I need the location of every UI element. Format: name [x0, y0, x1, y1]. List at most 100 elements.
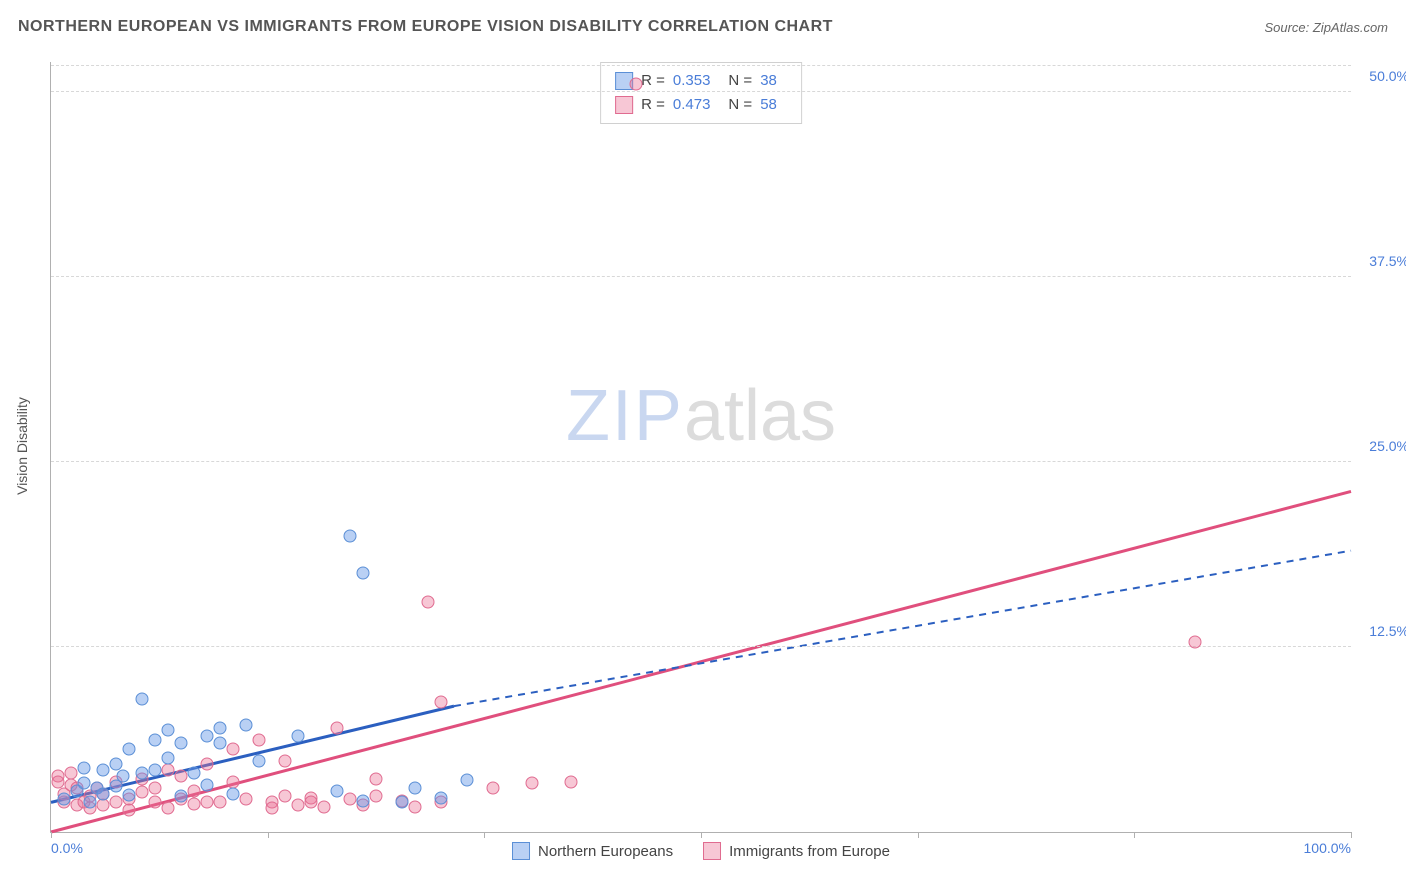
scatter-point-blue	[344, 529, 357, 542]
scatter-point-blue	[227, 787, 240, 800]
grid-line	[51, 65, 1351, 66]
scatter-point-blue	[214, 737, 227, 750]
legend-label: Immigrants from Europe	[729, 843, 890, 860]
scatter-point-blue	[97, 763, 110, 776]
stat-n-value: 58	[760, 93, 777, 117]
scatter-point-pink	[110, 796, 123, 809]
stat-n-value: 38	[760, 69, 777, 93]
scatter-point-pink	[240, 793, 253, 806]
stat-r-value: 0.353	[673, 69, 711, 93]
scatter-point-blue	[461, 774, 474, 787]
x-tick-label: 0.0%	[51, 840, 83, 856]
scatter-point-blue	[357, 566, 370, 579]
x-tick	[701, 832, 702, 838]
scatter-point-pink	[526, 777, 539, 790]
scatter-point-blue	[331, 784, 344, 797]
scatter-point-pink	[253, 734, 266, 747]
scatter-point-pink	[266, 802, 279, 815]
trend-line	[51, 491, 1351, 832]
scatter-point-blue	[253, 754, 266, 767]
scatter-point-pink	[162, 763, 175, 776]
y-axis-title: Vision Disability	[14, 397, 30, 495]
scatter-point-pink	[630, 78, 643, 91]
scatter-point-blue	[77, 762, 90, 775]
scatter-point-blue	[162, 751, 175, 764]
source-label: Source: ZipAtlas.com	[1264, 20, 1388, 35]
stat-r-value: 0.473	[673, 93, 711, 117]
legend-label: Northern Europeans	[538, 843, 673, 860]
y-tick-label: 25.0%	[1359, 438, 1406, 454]
stat-n-label: N =	[728, 69, 752, 93]
swatch-pink	[615, 96, 633, 114]
scatter-point-pink	[370, 772, 383, 785]
scatter-point-blue	[201, 729, 214, 742]
scatter-point-pink	[201, 757, 214, 770]
scatter-point-pink	[136, 786, 149, 799]
scatter-point-blue	[123, 788, 136, 801]
grid-line	[51, 461, 1351, 462]
scatter-point-blue	[175, 737, 188, 750]
scatter-point-blue	[116, 769, 129, 782]
scatter-point-blue	[149, 763, 162, 776]
x-tick	[918, 832, 919, 838]
scatter-point-blue	[175, 790, 188, 803]
y-tick-label: 12.5%	[1359, 623, 1406, 639]
scatter-point-blue	[58, 793, 71, 806]
scatter-point-pink	[279, 754, 292, 767]
stat-n-label: N =	[728, 93, 752, 117]
scatter-point-blue	[240, 719, 253, 732]
scatter-point-pink	[435, 695, 448, 708]
bottom-legend: Northern Europeans Immigrants from Europ…	[512, 842, 890, 860]
legend-item-blue: Northern Europeans	[512, 842, 673, 860]
x-tick	[1351, 832, 1352, 838]
x-tick	[1134, 832, 1135, 838]
scatter-point-blue	[136, 692, 149, 705]
scatter-point-pink	[565, 775, 578, 788]
scatter-point-blue	[188, 766, 201, 779]
scatter-point-pink	[162, 802, 175, 815]
scatter-point-pink	[305, 796, 318, 809]
stat-r-label: R =	[641, 93, 665, 117]
scatter-point-blue	[84, 796, 97, 809]
y-tick-label: 50.0%	[1359, 68, 1406, 84]
grid-line	[51, 646, 1351, 647]
scatter-point-pink	[214, 796, 227, 809]
scatter-point-blue	[409, 781, 422, 794]
scatter-point-pink	[279, 790, 292, 803]
scatter-point-pink	[149, 781, 162, 794]
scatter-point-pink	[188, 797, 201, 810]
stats-box: R = 0.353 N = 38 R = 0.473 N = 58	[600, 62, 802, 124]
scatter-point-pink	[64, 766, 77, 779]
scatter-point-blue	[292, 729, 305, 742]
scatter-point-blue	[214, 722, 227, 735]
scatter-point-blue	[136, 766, 149, 779]
legend-item-pink: Immigrants from Europe	[703, 842, 890, 860]
plot-area: ZIPatlas R = 0.353 N = 38 R = 0.473 N = …	[50, 62, 1351, 833]
scatter-point-pink	[292, 799, 305, 812]
scatter-point-pink	[175, 769, 188, 782]
scatter-point-blue	[97, 787, 110, 800]
scatter-point-blue	[162, 723, 175, 736]
grid-line	[51, 91, 1351, 92]
x-tick	[51, 832, 52, 838]
scatter-point-pink	[487, 781, 500, 794]
scatter-point-blue	[123, 743, 136, 756]
scatter-point-pink	[370, 790, 383, 803]
scatter-point-pink	[201, 796, 214, 809]
scatter-point-blue	[357, 794, 370, 807]
scatter-point-pink	[422, 596, 435, 609]
swatch-pink	[703, 842, 721, 860]
x-tick	[268, 832, 269, 838]
chart-title: NORTHERN EUROPEAN VS IMMIGRANTS FROM EUR…	[18, 18, 833, 36]
trend-line	[454, 551, 1351, 706]
scatter-point-pink	[227, 743, 240, 756]
scatter-point-pink	[331, 722, 344, 735]
scatter-point-pink	[188, 784, 201, 797]
scatter-point-pink	[97, 799, 110, 812]
scatter-point-blue	[201, 778, 214, 791]
scatter-point-pink	[318, 800, 331, 813]
scatter-point-blue	[435, 791, 448, 804]
scatter-point-pink	[344, 793, 357, 806]
x-tick-label: 100.0%	[1304, 840, 1351, 856]
trend-lines	[51, 62, 1351, 832]
